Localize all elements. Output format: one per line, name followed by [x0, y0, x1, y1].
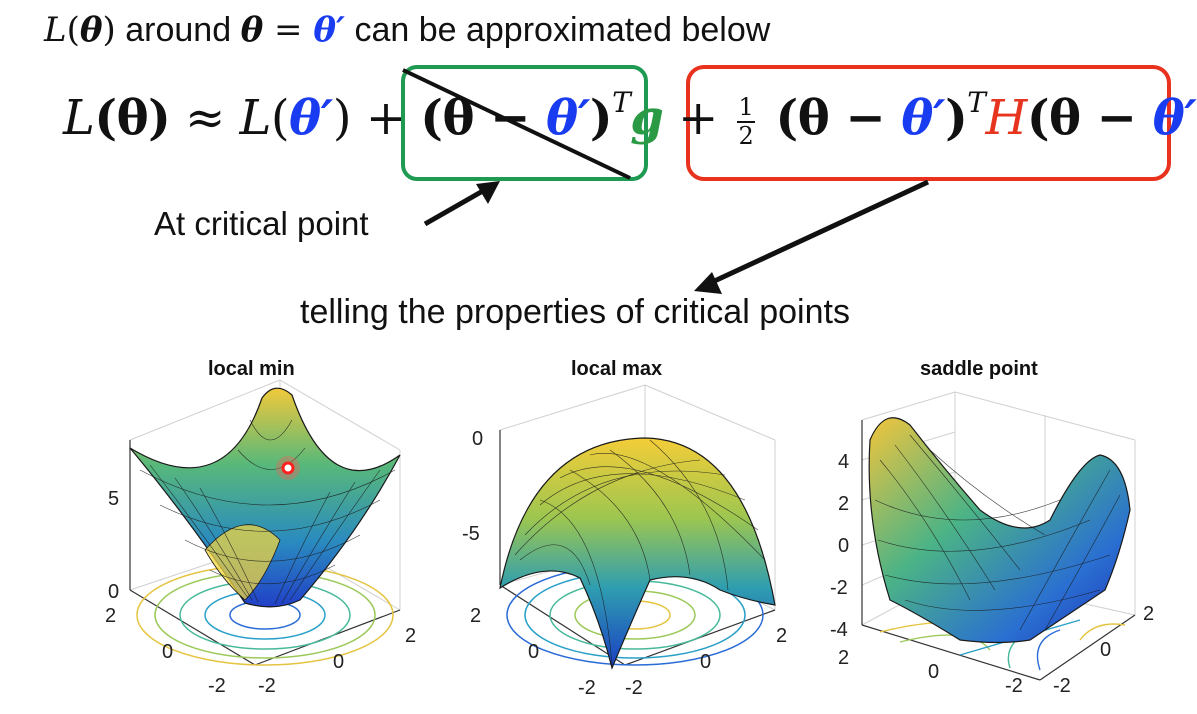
intro-eq: =	[263, 10, 314, 50]
tick-max-y-neg2: -2	[578, 677, 596, 699]
tick-max-x-2: 2	[776, 625, 787, 647]
f-H: H	[985, 90, 1027, 146]
tick-min-x-2: 2	[405, 625, 416, 647]
tick-max-z-0: 0	[472, 428, 483, 450]
tick-sad-z-4: 4	[838, 451, 849, 473]
f-frac-num: 1	[736, 92, 756, 123]
f-plus: +	[663, 90, 733, 146]
f-p1: (	[270, 90, 290, 146]
intro-theta: θ	[79, 10, 103, 50]
intro-L: L	[44, 10, 67, 50]
strike-line	[402, 68, 631, 180]
tick-min-y-neg2: -2	[208, 675, 226, 697]
f-t2: (θ −	[759, 90, 902, 146]
f-g: g	[630, 90, 664, 146]
f-T2: T	[967, 86, 986, 119]
intro-theta-prime: θ′	[313, 10, 346, 50]
f-L2: L	[239, 90, 272, 146]
tick-sad-x-0: 0	[1100, 639, 1111, 661]
tick-sad-z-0: 0	[838, 535, 849, 557]
f-thp3: θ′	[901, 90, 946, 146]
f-approx: ≈	[170, 90, 240, 146]
tick-max-z-neg5: -5	[462, 523, 480, 545]
f-p2: ) +	[332, 90, 421, 146]
tick-max-x-0: 0	[700, 651, 711, 673]
f-t1c: )	[589, 90, 613, 146]
intro-around: around	[115, 11, 241, 49]
f-t3: (θ −	[1026, 90, 1153, 146]
f-lhs-theta: (θ)	[94, 90, 171, 146]
tick-sad-x-2: 2	[1143, 603, 1154, 625]
f-lhs-L: L	[63, 90, 95, 146]
caption-critical-point: At critical point	[154, 205, 369, 242]
intro-open: (	[66, 10, 80, 50]
tick-sad-z-2: 2	[838, 493, 849, 515]
tick-min-y-2: 2	[105, 605, 116, 627]
intro-close: )	[102, 10, 116, 50]
tick-min-z-0: 0	[108, 581, 119, 603]
plot-local-max: 0 -5 2 0 -2 -2 0 2	[462, 384, 787, 699]
plot-saddle-point: 4 2 0 -2 -4 2 0 -2 -2 0 2	[830, 391, 1154, 697]
f-frac-den: 2	[738, 121, 754, 150]
hessian-term-box	[686, 65, 1171, 181]
f-thp4: θ′	[1152, 90, 1197, 146]
tick-min-x-0: 0	[333, 651, 344, 673]
intro-line: L(θ) around θ = θ′ can be approximated b…	[44, 10, 770, 50]
tick-sad-x-neg2: -2	[1053, 675, 1071, 697]
tick-max-x-neg2: -2	[625, 677, 643, 699]
tick-max-y-2: 2	[470, 605, 481, 627]
f-T1: T	[612, 86, 631, 119]
f-thp2: θ′	[546, 90, 590, 146]
arrow-to-gradient-term	[423, 181, 500, 227]
tick-max-y-0: 0	[528, 641, 539, 663]
intro-theta2: θ	[240, 10, 264, 50]
gradient-term-box	[401, 65, 648, 181]
tick-sad-z-neg2: -2	[830, 577, 848, 599]
f-t2c: )	[945, 90, 968, 146]
f-thp1: θ′	[289, 90, 333, 146]
plot-title-saddle: saddle point	[920, 358, 1038, 380]
plot-local-min: 5 0 2 0 -2 -2 0 2	[105, 379, 416, 697]
caption-properties: telling the properties of critical point…	[300, 293, 850, 331]
tick-sad-y-neg2: -2	[1005, 675, 1023, 697]
tick-sad-y-0: 0	[928, 661, 939, 683]
f-t1: (θ −	[420, 90, 547, 146]
tick-sad-y-2: 2	[838, 647, 849, 669]
tick-min-y-0: 0	[162, 641, 173, 663]
arrow-to-hessian-term	[694, 179, 930, 294]
tick-min-z-5: 5	[108, 488, 119, 510]
tick-min-x-neg2: -2	[258, 675, 276, 697]
plot-title-local-min: local min	[208, 358, 295, 380]
plot-title-local-max: local max	[571, 358, 663, 380]
intro-rest: can be approximated below	[345, 11, 771, 49]
tick-sad-z-neg4: -4	[830, 619, 848, 641]
